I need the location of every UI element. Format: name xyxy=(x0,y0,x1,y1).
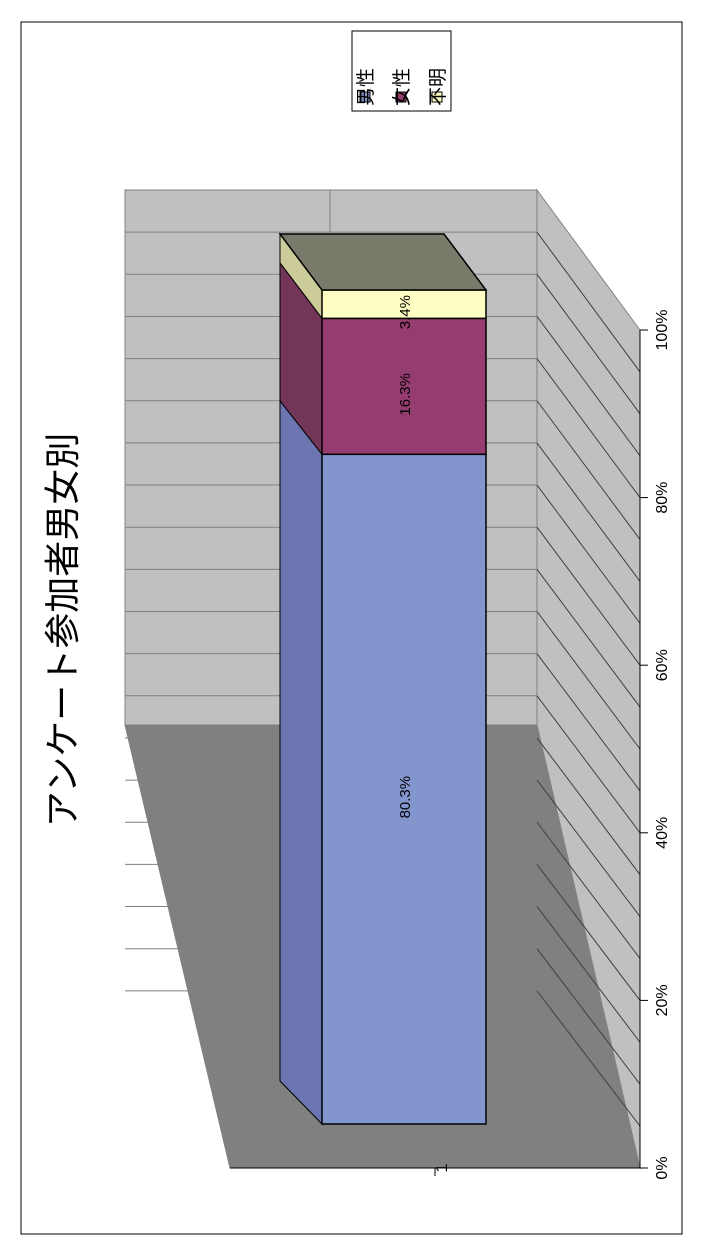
gridline-side xyxy=(536,442,641,582)
data-label-2: 3.4% xyxy=(397,295,414,329)
gridline-side xyxy=(536,990,641,1127)
gridline-side xyxy=(536,695,641,834)
legend-swatch-unknown xyxy=(431,91,443,103)
bars: 80.3% 16.3% 3.4% xyxy=(278,232,488,1126)
bar-front-1 xyxy=(321,317,487,456)
chart-title: アンケート参加者男女別 xyxy=(43,433,84,828)
gridline-side xyxy=(536,906,641,1043)
gridline-side xyxy=(536,611,641,750)
gridline-side xyxy=(536,400,641,540)
gridline-side xyxy=(536,864,641,1001)
legend-item-female: 女性 xyxy=(391,68,413,106)
value-tick-label: 80% xyxy=(654,482,671,514)
gridline-side xyxy=(536,821,641,959)
gridline-side xyxy=(536,274,641,415)
value-tick-label: 0% xyxy=(654,1156,671,1179)
legend-item-male: 男性 xyxy=(355,68,377,106)
data-label-1: 16.3% xyxy=(397,373,414,416)
bar-segment-1: 16.3% xyxy=(279,261,487,456)
legend-item-unknown: 不明 xyxy=(427,68,449,106)
value-tick-label: 40% xyxy=(654,817,671,849)
gridline-side xyxy=(536,231,641,373)
data-label-0: 80.3% xyxy=(397,776,414,819)
legend-swatch-male xyxy=(359,91,371,103)
value-tick-label: 100% xyxy=(654,310,671,351)
gridline-side xyxy=(536,948,641,1085)
legend-swatch-female xyxy=(395,91,407,103)
gridline-side xyxy=(536,779,641,917)
gridline-side xyxy=(536,484,641,624)
value-axis-ticks: 0% 20% 40% 60% 80% 100% xyxy=(640,310,671,1180)
gridline-side xyxy=(536,737,641,876)
bar-segment-0: 80.3% xyxy=(279,399,487,1126)
legend-label-male: 男性 xyxy=(355,68,377,106)
value-tick-label: 60% xyxy=(654,649,671,681)
gridline-side xyxy=(536,358,641,498)
value-tick-label: 20% xyxy=(654,984,671,1016)
gridline-side xyxy=(536,526,641,666)
gridline-side xyxy=(536,316,641,456)
category-tick-label: 1 xyxy=(434,1163,451,1172)
legend-label-unknown: 不明 xyxy=(427,68,449,106)
bar-front-0 xyxy=(321,453,487,1125)
gridline-side xyxy=(536,569,641,708)
legend: 男性 女性 不明 xyxy=(351,30,452,112)
gridline-side xyxy=(536,653,641,792)
legend-label-female: 女性 xyxy=(391,68,413,106)
bar-side-0 xyxy=(279,399,323,1126)
bar-top-face xyxy=(278,233,488,291)
